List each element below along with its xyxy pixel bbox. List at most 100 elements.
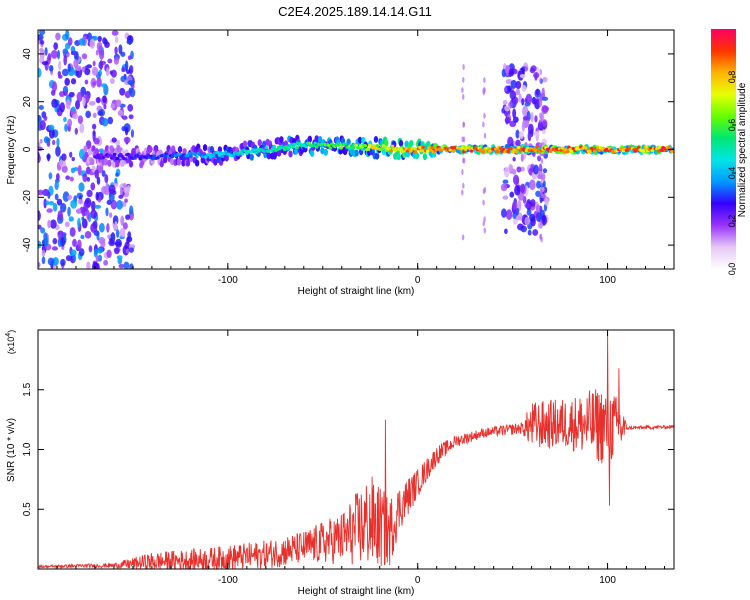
spectrogram-cell <box>129 87 136 98</box>
spectrogram-cell <box>418 145 422 150</box>
spectrogram-cell <box>110 103 116 109</box>
spectrogram-cell <box>64 221 70 228</box>
spectrogram-cell <box>109 70 113 75</box>
spectrogram-cell <box>108 239 116 247</box>
spectrogram-cell <box>169 158 175 166</box>
spectrogram-cell <box>520 183 525 194</box>
spectrogram-y-axis: -40 -20 0 20 40 <box>22 48 674 252</box>
spectrogram-cell <box>516 223 524 231</box>
spectrogram-cell <box>409 149 413 153</box>
spectrogram-cell <box>127 80 134 86</box>
spectrogram-cell <box>99 153 103 157</box>
spectrogram-cell <box>43 236 49 247</box>
spectrogram-cell <box>91 145 96 153</box>
spectrogram-cell <box>287 145 292 149</box>
spectrogram-cell <box>482 121 485 128</box>
spectrogram-cell <box>537 155 542 162</box>
spectrogram-cell <box>115 229 120 238</box>
spectrogram-cell <box>138 157 143 161</box>
spectrogram-cell <box>63 116 67 123</box>
spectrogram-cell <box>224 154 229 162</box>
spectrogram-cell <box>39 40 45 45</box>
spectrogram-cell <box>117 257 123 265</box>
spectrogram-cell <box>124 126 129 136</box>
spectrogram-y-tick-label: -40 <box>22 237 33 252</box>
spectrogram-cell <box>510 168 515 173</box>
spectrogram-cell <box>373 135 379 143</box>
spectrogram-cell <box>389 149 393 153</box>
spectrogram-cell <box>60 237 66 247</box>
spectrogram-cell <box>115 156 120 161</box>
spectrogram-cell <box>70 167 76 174</box>
spectrogram-cell <box>38 210 41 222</box>
spectrogram-cell <box>64 123 68 132</box>
spectrogram-cell <box>592 149 597 153</box>
spectrogram-cell <box>112 152 117 156</box>
colorbar-tick-label: 0.8 <box>727 71 737 84</box>
spectrogram-cell <box>95 97 101 104</box>
spectrogram-cell <box>41 256 46 265</box>
spectrogram-cell <box>144 156 149 160</box>
spectrogram-cell <box>219 151 223 155</box>
spectrogram-cell <box>503 166 510 178</box>
spectrogram-cell <box>119 227 126 238</box>
spectrogram-cell <box>81 216 85 221</box>
spectrogram-cell <box>535 180 542 189</box>
spectrogram-cell <box>313 141 317 145</box>
spectrogram-cell <box>116 255 123 260</box>
spectrogram-cell <box>123 136 131 144</box>
spectrogram-cell <box>71 156 75 162</box>
spectrogram-cell <box>428 148 433 152</box>
spectrogram-cell <box>67 194 73 201</box>
spectrogram-cell <box>54 193 59 201</box>
spectrogram-cell <box>60 202 67 213</box>
spectrogram-cell <box>118 194 124 199</box>
spectrogram-cell <box>91 200 96 212</box>
spectrogram-cell <box>311 144 316 148</box>
spectrogram-cell <box>541 96 549 101</box>
spectrogram-cell <box>462 150 466 154</box>
snr-x-axis: -100 0 100 <box>37 330 666 586</box>
spectrogram-cell <box>422 153 428 161</box>
spectrogram-cell <box>375 143 380 148</box>
spectrogram-cell <box>540 188 543 195</box>
snr-x-tick-label: 0 <box>415 575 421 586</box>
spectrogram-cell <box>96 41 103 51</box>
spectrogram-cell <box>532 164 539 175</box>
spectrogram-cell <box>120 75 127 83</box>
spectrogram-cell <box>483 227 486 234</box>
spectrogram-cell <box>656 149 661 153</box>
spectrogram-cell <box>293 147 299 155</box>
spectrogram-cell <box>71 106 76 112</box>
spectrogram-cell <box>536 204 541 213</box>
spectrogram-cell <box>115 160 120 168</box>
colorbar-tick-label: 0.4 <box>727 167 737 180</box>
spectrogram-cell <box>78 248 85 257</box>
spectrogram-cell <box>62 86 69 91</box>
spectrogram-cell <box>412 147 416 151</box>
spectrogram-cell <box>644 145 649 149</box>
spectrogram-cell <box>129 205 134 215</box>
spectrogram-cell <box>92 112 97 119</box>
spectrogram-cell <box>45 200 50 206</box>
spectrogram-cell <box>542 76 548 83</box>
colorbar-axis: 0.0 0.2 0.4 0.6 0.8 <box>727 71 737 276</box>
spectrogram-cell <box>529 213 536 223</box>
spectrogram-cell <box>59 102 65 113</box>
spectrogram-cell <box>48 65 54 72</box>
spectrogram-cell <box>176 158 182 166</box>
spectrogram-cell <box>534 115 538 123</box>
spectrogram-cell <box>451 149 456 153</box>
spectrogram-cell <box>346 138 351 146</box>
spectrogram-cell <box>461 136 464 143</box>
spectrogram-cell <box>421 145 425 149</box>
spectrogram-cell <box>521 121 525 132</box>
spectrogram-cell <box>72 254 77 262</box>
spectrogram-cell <box>73 59 79 69</box>
spectrogram-cell <box>193 152 197 157</box>
spectrogram-cell <box>67 118 73 128</box>
spectrogram-cell <box>43 198 47 209</box>
spectrogram-cell <box>202 144 208 152</box>
snr-x-tick-label: 100 <box>599 575 616 586</box>
spectrogram-cell <box>560 146 565 150</box>
